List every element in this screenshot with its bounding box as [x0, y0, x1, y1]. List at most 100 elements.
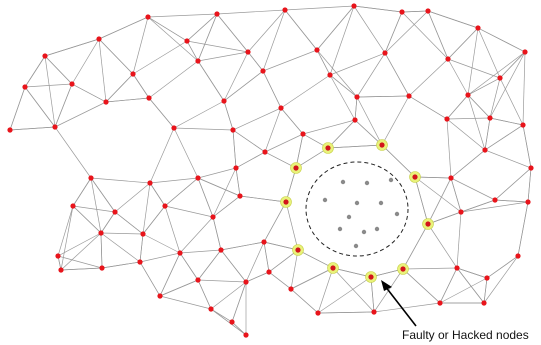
sensor-node	[475, 25, 481, 31]
network-edge	[147, 16, 199, 62]
sensor-node	[522, 49, 528, 55]
faulty-node	[374, 226, 380, 232]
network-edge	[381, 95, 410, 146]
network-edge	[54, 83, 73, 128]
sensor-node	[218, 247, 224, 253]
sensor-node	[162, 203, 168, 209]
network-edge	[285, 167, 297, 203]
network-edge	[439, 267, 458, 304]
network-edge	[98, 38, 134, 75]
network-edge	[467, 27, 479, 96]
network-edge	[98, 16, 149, 40]
network-edge	[317, 311, 375, 314]
network-edge	[427, 211, 462, 225]
network-edge	[164, 205, 214, 218]
faulty-node	[322, 197, 328, 203]
network-edge	[329, 52, 386, 76]
sensor-node	[444, 116, 450, 122]
sensor-node	[221, 98, 227, 104]
sensor-node	[177, 250, 183, 256]
network-edge	[114, 182, 151, 213]
network-edge	[60, 267, 103, 271]
network-edge	[197, 177, 241, 197]
sensor-node	[481, 300, 487, 306]
network-edge	[439, 277, 488, 304]
network-edge	[139, 261, 161, 297]
network-edge	[173, 127, 199, 179]
sensor-node	[98, 230, 104, 236]
network-edge	[223, 51, 249, 102]
network-edge	[139, 233, 144, 263]
sensor-node	[484, 275, 490, 281]
sensor-node	[515, 253, 521, 259]
network-edge	[105, 97, 150, 103]
network-edge	[100, 232, 141, 263]
network-edge	[173, 127, 234, 131]
network-edge	[90, 177, 102, 234]
network-edge	[332, 267, 372, 278]
faulty-node	[340, 179, 346, 185]
network-edge	[450, 177, 462, 213]
network-edge	[489, 117, 524, 126]
network-edge	[467, 51, 526, 96]
network-edge	[317, 276, 372, 314]
sensor-node	[99, 265, 105, 271]
sensor-node	[525, 199, 531, 205]
sensor-node	[237, 193, 243, 199]
network-edge	[268, 249, 299, 273]
sensor-node	[140, 231, 146, 237]
sensor-node	[382, 50, 388, 56]
network-edge	[220, 241, 265, 251]
network-edge	[231, 281, 247, 323]
network-edge	[210, 308, 247, 336]
network-edge	[489, 51, 526, 119]
faulty-node	[364, 180, 370, 186]
network-edge	[60, 232, 102, 271]
network-edge	[384, 11, 403, 54]
network-edge	[197, 60, 225, 102]
network-edge	[446, 118, 452, 179]
boundary-node	[325, 145, 331, 151]
network-edge	[408, 58, 449, 97]
network-edge	[262, 49, 318, 72]
network-edge	[456, 267, 485, 304]
network-edge	[24, 83, 73, 88]
network-edge	[494, 199, 529, 203]
network-edge	[100, 232, 103, 269]
sensor-node	[137, 259, 143, 265]
network-edge	[173, 100, 225, 129]
sensor-node	[371, 309, 377, 315]
network-edge	[44, 38, 100, 57]
sensor-node	[288, 286, 294, 292]
sensor-node	[278, 105, 284, 111]
sensor-node	[448, 175, 454, 181]
sensor-node	[229, 319, 235, 325]
network-edge	[446, 117, 491, 120]
network-edge	[105, 73, 134, 103]
faulty-node-layer	[322, 177, 400, 249]
network-edge	[44, 55, 73, 85]
network-edge	[280, 74, 331, 109]
network-edge	[210, 281, 247, 310]
network-edge	[280, 107, 304, 135]
network-edge	[499, 77, 524, 126]
network-edge	[522, 51, 526, 126]
sensor-node	[314, 47, 320, 53]
network-edge	[285, 201, 299, 251]
network-edge	[216, 13, 249, 53]
sensor-node	[22, 84, 28, 90]
sensor-node	[145, 14, 151, 20]
faulty-node	[337, 226, 343, 232]
boundary-node	[330, 265, 336, 271]
network-edge	[414, 176, 452, 179]
network-edge	[329, 74, 358, 98]
sensor-node	[262, 149, 268, 155]
sensor-node	[497, 75, 503, 81]
network-edge	[132, 73, 150, 99]
network-edge	[149, 127, 175, 184]
network-edge	[446, 94, 469, 120]
network-edge	[179, 216, 214, 254]
sensor-node	[112, 209, 118, 215]
network-edge	[142, 182, 151, 235]
